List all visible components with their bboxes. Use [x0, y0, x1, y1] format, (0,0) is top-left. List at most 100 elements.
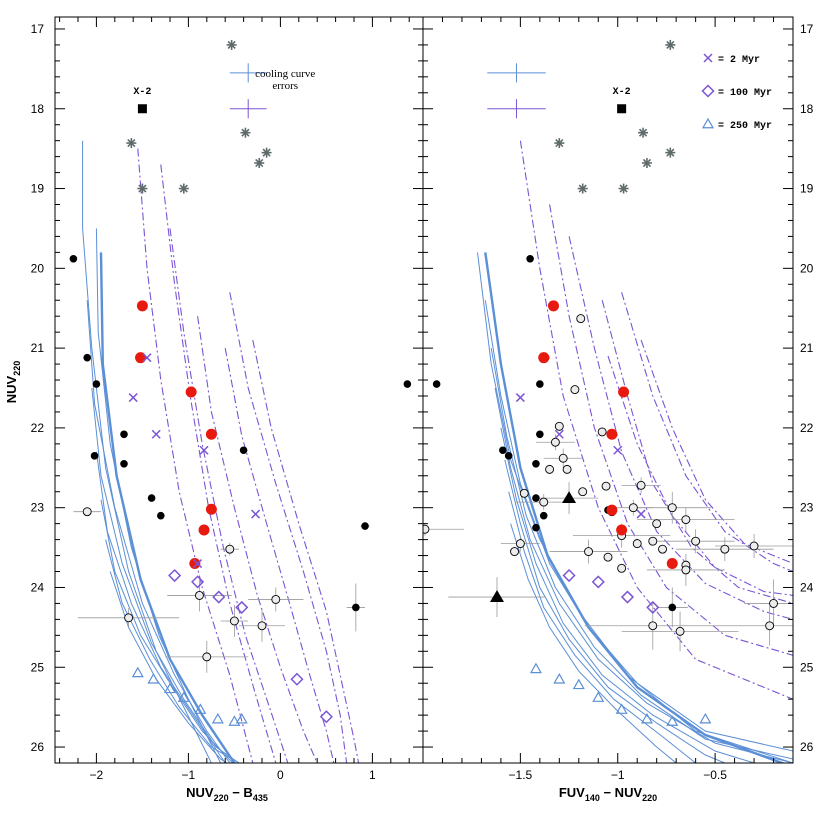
left-x-stroke-b-3	[199, 445, 209, 455]
left-black-dot-point-11	[352, 603, 360, 612]
left-isochrone-3	[197, 316, 318, 763]
right-red-dot-point-2	[618, 386, 630, 398]
right-open-circle-point-13	[597, 427, 607, 437]
right-legend-diamond	[701, 84, 715, 98]
left-cooling-curve-3	[91, 387, 240, 763]
ytick-label-left-9: 26	[31, 740, 45, 754]
right-x2-annotation: X-2	[613, 87, 631, 98]
left-asterisk-point-5	[137, 183, 148, 194]
right-triangle-marker-point-4	[615, 703, 628, 714]
right-open-circle-point-32	[769, 598, 778, 608]
right-black-dot-point-11	[532, 523, 540, 532]
right-open-circle-point-11	[578, 487, 588, 497]
right-open-circle-point-21	[632, 539, 642, 549]
right-asterisk-point-0	[665, 39, 676, 50]
ytick-label-left-8: 25	[31, 660, 45, 674]
ytick-label-left-4: 21	[31, 341, 45, 355]
left-open-circle-point-2	[194, 590, 204, 600]
right-open-circle-point-22	[648, 536, 658, 546]
right-cooling-curve-2	[490, 348, 793, 760]
markers-layer: cooling curve errors X-2 X-2 = 2 Myr = 100 My…	[69, 39, 778, 726]
left-x-marker-point-1	[128, 393, 138, 403]
left-asterisk-point-6	[178, 183, 189, 194]
ytick-label-right-3: 20	[800, 261, 814, 275]
left-red-dot-point-6	[189, 558, 201, 570]
right-black-dot-point-6	[536, 430, 544, 439]
right-triangle-marker-point-6	[666, 715, 679, 726]
left-xlabel-sub1: 220	[214, 793, 229, 803]
right-asterisk-point-5	[577, 183, 588, 194]
right-black-dot-point-5	[536, 380, 544, 388]
ytick-label-right-8: 25	[800, 660, 814, 674]
ytick-label-left-1: 18	[31, 102, 45, 116]
left-black-dot-point-5	[120, 460, 128, 468]
left-diamond-marker-point-3	[235, 600, 249, 614]
left-triangle-marker-point-3	[177, 691, 190, 702]
left-diamond-marker-point-5	[319, 710, 333, 724]
left-black-dot-point-1	[83, 353, 91, 362]
ytick-label-right-2: 19	[800, 182, 814, 196]
right-open-circle-point-19	[628, 503, 638, 513]
right-open-circle-point-4	[539, 497, 549, 507]
right-black-dot-point-7	[532, 460, 540, 468]
left-open-circle-point-0	[82, 507, 92, 517]
right-x-stroke-b-3	[636, 509, 646, 519]
right-cooling-curve-4	[500, 427, 755, 763]
right-red-dot-point-1	[538, 352, 550, 364]
right-x-marker-point-3	[636, 509, 646, 519]
left-triangle-marker-point-6	[228, 715, 241, 726]
left-asterisk-stroke-1-3	[127, 138, 136, 148]
right-open-circle-point-3	[515, 539, 525, 549]
right-asterisk-point-1	[554, 138, 565, 149]
left-x2-annotation: X-2	[133, 87, 151, 98]
left-red-dot-point-4	[205, 503, 217, 515]
left-isochrone-0	[137, 148, 254, 763]
left-asterisk-stroke-5-3	[138, 184, 147, 193]
ytick-label-right-7: 24	[800, 580, 814, 594]
right-open-circle-point-5	[545, 464, 555, 474]
left-isochrone-6	[252, 339, 360, 763]
right-legend-triangle	[701, 117, 715, 129]
right-marks-group	[423, 39, 778, 726]
left-red-dot-point-0	[136, 300, 148, 312]
left-black-dot-point-2	[92, 380, 101, 388]
right-xlabel-mid: − NUV	[600, 785, 643, 800]
right-black-dot-point-2	[504, 452, 513, 460]
left-cooling-curve-0	[82, 140, 212, 763]
left-black-dot-point-6	[147, 494, 156, 502]
left-asterisk-point-1	[126, 138, 137, 149]
right-red-dot-point-3	[606, 428, 618, 440]
right-black-dot-point-3	[526, 254, 534, 263]
right-open-circle-point-35	[675, 626, 685, 636]
left-asterisk-stroke-2-3	[241, 128, 250, 137]
left-legend-err-title-line-0: cooling curve	[255, 68, 315, 80]
right-cooling-curve-6	[508, 491, 696, 763]
right-legend-entry-2: = 250 Myr	[701, 117, 772, 132]
left-legend-err-title: cooling curve errors	[255, 68, 315, 92]
left-x-marker-point-5	[193, 559, 203, 569]
right-open-circle-point-14	[601, 481, 611, 491]
right-legend-entry-0: = 2 Myr	[703, 53, 760, 66]
right-triangle-marker-point-2	[572, 678, 585, 690]
right-xlabel-main: FUV	[559, 785, 585, 800]
left-open-circle-point-3	[225, 544, 235, 554]
left-triangle-marker-point-7	[235, 712, 248, 724]
left-isochrone-2	[169, 228, 289, 763]
left-asterisk-point-3	[261, 147, 272, 158]
right-triangle-marker-point-7	[699, 712, 712, 724]
left-x-marker-point-4	[251, 509, 261, 519]
left-red-dot-point-5	[198, 524, 210, 536]
right-black-dot-point-8	[532, 494, 540, 502]
right-open-circle-point-20	[636, 480, 646, 490]
right-open-circle-point-28	[681, 565, 691, 575]
ytick-label-right-5: 22	[800, 421, 814, 435]
left-isochrone-4	[224, 347, 335, 763]
right-open-circle-point-2	[510, 547, 519, 557]
right-black-triangle-point-0	[490, 590, 504, 602]
right-x2-square	[617, 104, 627, 114]
ytick-label-left-0: 17	[31, 22, 45, 36]
right-open-circle-point-0	[423, 524, 430, 534]
left-triangle-marker-point-2	[163, 682, 177, 694]
right-black-dot-point-12	[668, 603, 677, 612]
